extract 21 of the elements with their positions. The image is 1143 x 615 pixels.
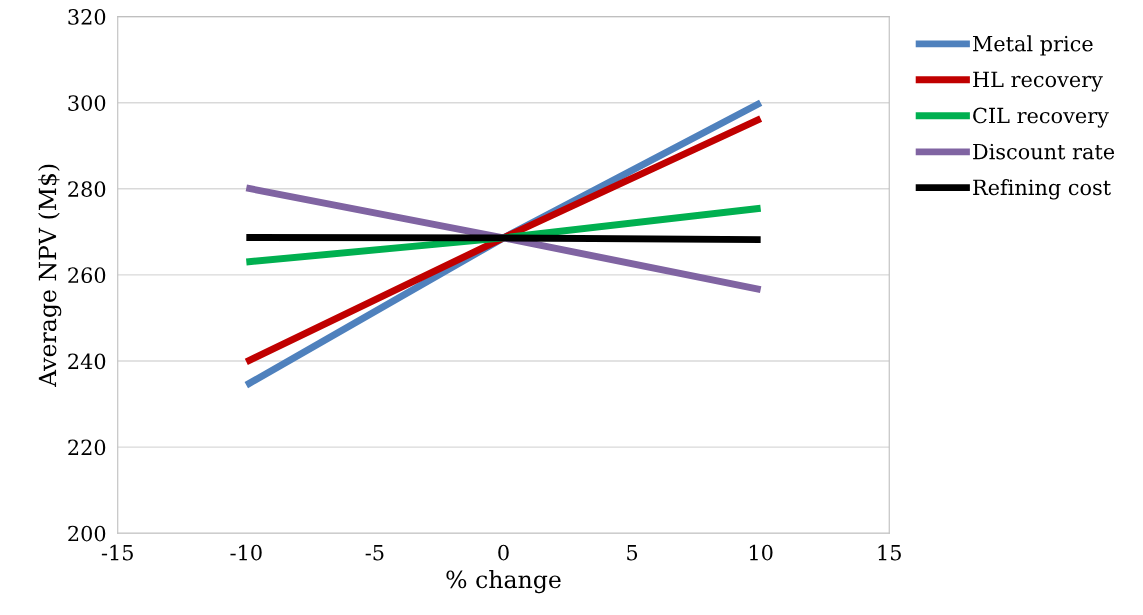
y-tick-label: 320 bbox=[68, 9, 106, 25]
x-tick-label: 5 bbox=[627, 544, 638, 561]
y-tick-label: 220 bbox=[68, 439, 106, 456]
x-tick-label: -10 bbox=[230, 544, 262, 561]
x-axis-title: % change bbox=[446, 570, 561, 594]
x-tick-label: 0 bbox=[498, 544, 509, 561]
x-tick-label: 15 bbox=[878, 544, 901, 561]
x-tick-label: -15 bbox=[101, 544, 133, 561]
legend-label: HL recovery bbox=[973, 71, 1103, 92]
y-tick-label: 280 bbox=[68, 181, 106, 198]
legend-label: Discount rate bbox=[973, 143, 1115, 160]
legend-label: CIL recovery bbox=[973, 107, 1109, 128]
legend-label: Refining cost bbox=[973, 179, 1111, 200]
y-tick-label: 200 bbox=[68, 525, 106, 542]
y-tick-label: 260 bbox=[68, 267, 106, 284]
y-tick-label: 240 bbox=[68, 353, 106, 370]
x-tick-label: 10 bbox=[749, 544, 773, 561]
x-tick-label: -5 bbox=[365, 544, 384, 561]
legend-label: Metal price bbox=[973, 35, 1093, 56]
y-axis-title: Average NPV (M$) bbox=[38, 164, 62, 388]
y-tick-label: 300 bbox=[68, 95, 106, 111]
